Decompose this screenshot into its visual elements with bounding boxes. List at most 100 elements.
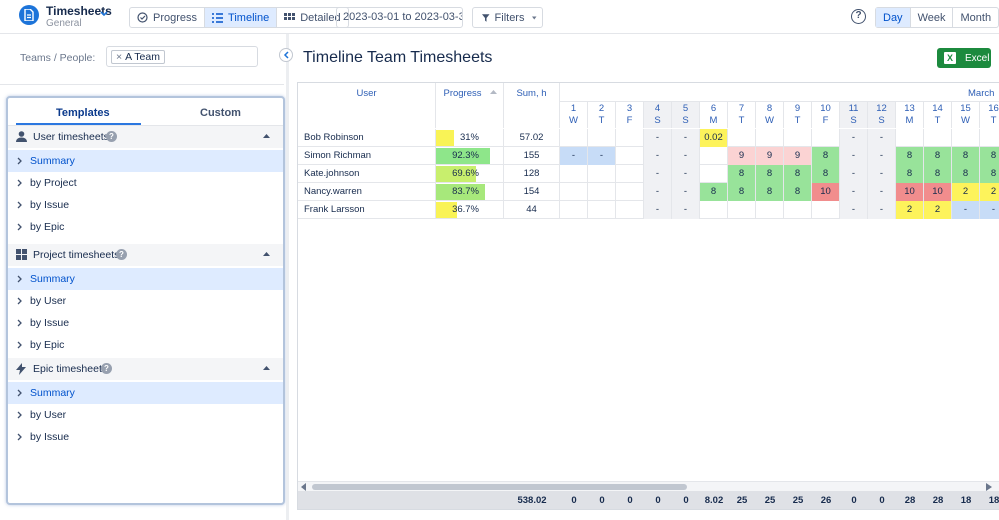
hours-cell[interactable]: 9 <box>728 147 756 165</box>
hours-cell[interactable]: - <box>868 129 896 147</box>
hours-cell[interactable] <box>588 201 616 219</box>
hours-cell[interactable]: 8 <box>924 147 952 165</box>
hours-cell[interactable]: - <box>588 147 616 165</box>
hours-cell[interactable] <box>616 147 644 165</box>
hours-cell[interactable] <box>728 129 756 147</box>
hours-cell[interactable] <box>700 201 728 219</box>
hours-cell[interactable] <box>560 129 588 147</box>
question-icon[interactable]: ? <box>116 249 127 260</box>
hours-cell[interactable] <box>560 165 588 183</box>
hours-cell[interactable]: 8 <box>812 147 840 165</box>
tab-custom[interactable]: Custom <box>200 107 241 119</box>
teams-input[interactable]: × A Team <box>106 46 258 67</box>
hours-cell[interactable]: 8 <box>980 165 999 183</box>
column-header-sum[interactable]: Sum, h <box>504 83 560 128</box>
table-row[interactable]: Frank Larsson 36.7% 44- - - -2 2- - <box>298 201 999 219</box>
hours-cell[interactable] <box>588 165 616 183</box>
template-item-epic-by-issue[interactable]: by Issue <box>8 426 283 448</box>
template-item-epic-summary[interactable]: Summary <box>8 382 283 404</box>
caret-up-icon[interactable] <box>263 134 270 138</box>
template-item-user-summary[interactable]: Summary <box>8 150 283 172</box>
hours-cell[interactable] <box>812 129 840 147</box>
remove-chip-icon[interactable]: × <box>116 51 123 63</box>
scrollbar-thumb[interactable] <box>312 484 687 490</box>
hours-cell[interactable]: 8 <box>756 165 784 183</box>
hours-cell[interactable]: 8 <box>700 183 728 201</box>
app-title[interactable]: Timesheets <box>46 4 112 18</box>
hours-cell[interactable] <box>924 129 952 147</box>
hours-cell[interactable]: 8 <box>728 183 756 201</box>
scroll-right-icon[interactable] <box>986 483 992 491</box>
hours-cell[interactable]: - <box>868 165 896 183</box>
hours-cell[interactable]: - <box>952 201 980 219</box>
tab-templates[interactable]: Templates <box>56 107 110 119</box>
template-item-project-by-issue[interactable]: by Issue <box>8 312 283 334</box>
hours-cell[interactable]: 10 <box>924 183 952 201</box>
hours-cell[interactable]: - <box>644 147 672 165</box>
caret-up-icon[interactable] <box>263 366 270 370</box>
hours-cell[interactable] <box>952 129 980 147</box>
hours-cell[interactable]: - <box>644 165 672 183</box>
table-row[interactable]: Kate.johnson 69.6% 128- -8 8 8 8- -8 8 8 8 <box>298 165 999 183</box>
period-week[interactable]: Week <box>911 8 954 27</box>
hours-cell[interactable]: - <box>840 165 868 183</box>
hours-cell[interactable]: 8 <box>784 183 812 201</box>
hours-cell[interactable]: 2 <box>980 183 999 201</box>
hours-cell[interactable]: 8 <box>812 165 840 183</box>
hours-cell[interactable]: - <box>868 201 896 219</box>
team-chip[interactable]: × A Team <box>111 50 165 64</box>
panel-splitter[interactable] <box>286 34 289 520</box>
hours-cell[interactable] <box>756 201 784 219</box>
hours-cell[interactable]: 8 <box>728 165 756 183</box>
user-name[interactable]: Frank Larsson <box>298 201 436 219</box>
hours-cell[interactable] <box>756 129 784 147</box>
chevron-down-icon[interactable] <box>100 11 108 17</box>
date-range-input[interactable]: 2023-03-01 to 2023-03-31 <box>336 7 463 28</box>
hours-cell[interactable]: 8 <box>924 165 952 183</box>
hours-cell[interactable]: 0.02 <box>700 129 728 147</box>
excel-export-button[interactable]: X Excel <box>937 48 991 68</box>
caret-up-icon[interactable] <box>263 252 270 256</box>
hours-cell[interactable]: 8 <box>952 147 980 165</box>
hours-cell[interactable]: - <box>868 147 896 165</box>
hours-cell[interactable] <box>588 183 616 201</box>
tab-timeline[interactable]: Timeline <box>205 8 278 27</box>
hours-cell[interactable] <box>616 183 644 201</box>
template-item-project-by-epic[interactable]: by Epic <box>8 334 283 356</box>
table-row[interactable]: Bob Robinson 31% 57.02- -0.02- - <box>298 129 999 147</box>
tab-detailed[interactable]: Detailed <box>277 8 347 27</box>
hours-cell[interactable]: - <box>840 129 868 147</box>
hours-cell[interactable] <box>980 129 999 147</box>
hours-cell[interactable]: 2 <box>924 201 952 219</box>
hours-cell[interactable]: - <box>644 201 672 219</box>
group-epic-timesheets[interactable]: Epic timesheets ? <box>8 358 283 380</box>
template-item-epic-by-user[interactable]: by User <box>8 404 283 426</box>
hours-cell[interactable]: - <box>644 183 672 201</box>
hours-cell[interactable] <box>616 129 644 147</box>
document-icon[interactable] <box>19 5 39 25</box>
table-row[interactable]: Simon Richman 92.3% 155- - - -9 9 9 8- -8 8 8 8 <box>298 147 999 165</box>
hours-cell[interactable] <box>560 201 588 219</box>
sort-caret-icon[interactable] <box>490 90 497 94</box>
hours-cell[interactable]: 9 <box>784 147 812 165</box>
hours-cell[interactable] <box>700 165 728 183</box>
hours-cell[interactable] <box>616 165 644 183</box>
table-row[interactable]: Nancy.warren 83.7% 154- -8 8 8 8 10- -10 10 2 2 <box>298 183 999 201</box>
hours-cell[interactable]: - <box>980 201 999 219</box>
hours-cell[interactable] <box>588 129 616 147</box>
hours-cell[interactable] <box>616 201 644 219</box>
group-project-timesheets[interactable]: Project timesheets ? <box>8 244 283 266</box>
help-icon[interactable]: ? <box>851 9 866 24</box>
template-item-project-by-user[interactable]: by User <box>8 290 283 312</box>
hours-cell[interactable]: - <box>644 129 672 147</box>
hours-cell[interactable]: 9 <box>756 147 784 165</box>
hours-cell[interactable]: 2 <box>952 183 980 201</box>
column-header-user[interactable]: User <box>298 83 436 128</box>
hours-cell[interactable] <box>784 201 812 219</box>
hours-cell[interactable] <box>784 129 812 147</box>
hours-cell[interactable]: - <box>672 201 700 219</box>
user-name[interactable]: Bob Robinson <box>298 129 436 147</box>
hours-cell[interactable]: - <box>672 129 700 147</box>
template-item-project-summary[interactable]: Summary <box>8 268 283 290</box>
collapse-panel-button[interactable] <box>279 48 293 62</box>
